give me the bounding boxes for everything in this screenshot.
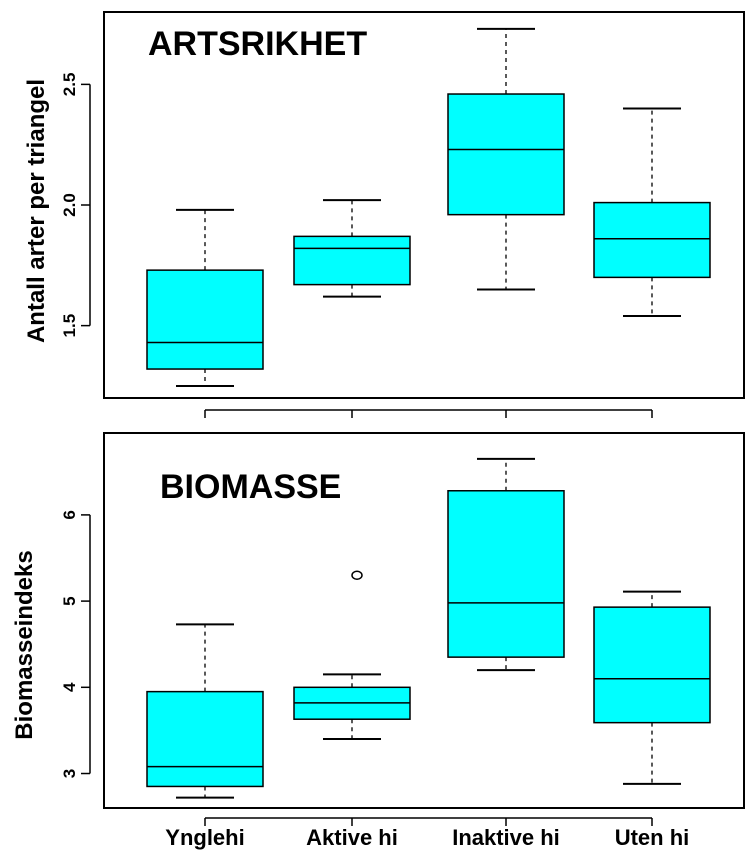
biomasse-title: BIOMASSE — [160, 468, 341, 506]
artsrikhet-box-3 — [593, 107, 711, 317]
artsrikhet-panel: ARTSRIKHET Antall arter per triangel 1.5… — [23, 11, 745, 418]
biomasse-x-tick-label: Uten hi — [615, 825, 690, 850]
artsrikhet-plot-frame — [103, 11, 745, 399]
artsrikhet-box-1 — [293, 199, 411, 298]
iqr-box — [447, 490, 565, 658]
biomasse-y-axis: 3 4 5 6 — [60, 510, 91, 778]
biomasse-y-tick-label: 4 — [60, 682, 79, 692]
iqr-box — [293, 235, 411, 286]
biomasse-box-0 — [146, 623, 264, 799]
artsrikhet-y-tick-label: 1.5 — [60, 314, 79, 338]
iqr-box — [146, 690, 264, 788]
biomasse-box-3 — [593, 590, 711, 785]
biomasse-plot-frame — [103, 432, 745, 809]
biomasse-y-axis-label: Biomasseindeks — [11, 550, 38, 739]
artsrikhet-x-axis — [204, 409, 653, 418]
outlier-point — [351, 570, 363, 580]
artsrikhet-y-tick-label: 2.0 — [60, 193, 79, 217]
artsrikhet-box-2 — [447, 27, 565, 291]
biomasse-y-tick-label: 5 — [60, 596, 79, 605]
iqr-box — [146, 269, 264, 370]
biomasse-x-tick-label: Inaktive hi — [452, 825, 560, 850]
biomasse-box-2 — [447, 457, 565, 672]
biomasse-box-1 — [293, 570, 411, 741]
artsrikhet-box-0 — [146, 208, 264, 387]
biomasse-boxes — [146, 457, 711, 799]
artsrikhet-y-tick-label: 2.5 — [60, 73, 79, 97]
iqr-box — [593, 606, 711, 724]
biomasse-y-tick-label: 6 — [60, 510, 79, 519]
biomasse-x-tick-label: Ynglehi — [165, 825, 244, 850]
iqr-box — [593, 201, 711, 279]
artsrikhet-y-axis-label: Antall arter per triangel — [23, 79, 50, 343]
artsrikhet-boxes — [146, 27, 711, 387]
biomasse-y-tick-label: 3 — [60, 769, 79, 778]
artsrikhet-title: ARTSRIKHET — [148, 25, 367, 63]
biomasse-x-axis: Ynglehi Aktive hi Inaktive hi Uten hi — [165, 817, 690, 850]
iqr-box — [447, 93, 565, 216]
biomasse-x-tick-label: Aktive hi — [306, 825, 398, 850]
artsrikhet-y-axis: 1.5 2.0 2.5 — [60, 73, 91, 338]
biomasse-panel: BIOMASSE Biomasseindeks 3 4 5 6 Ynglehi Akti… — [11, 432, 745, 850]
